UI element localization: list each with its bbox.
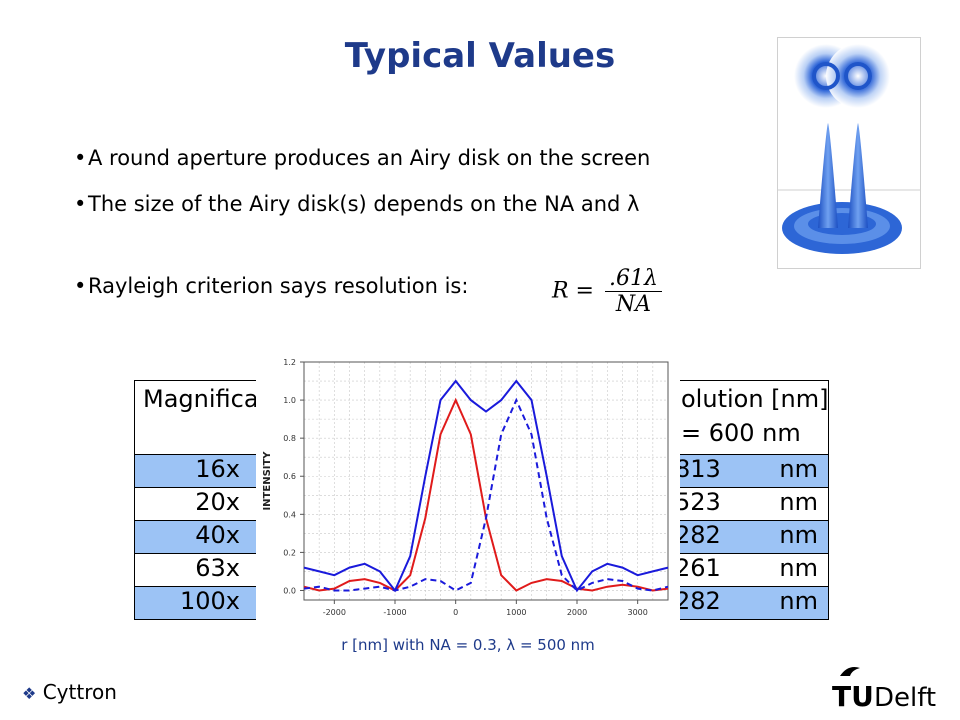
row-unit: nm [779,554,818,582]
tudelft-flame-icon: TU Delft [832,667,936,713]
x-tick-label: -1000 [383,608,406,617]
x-axis-label: r [nm] with NA = 0.3, λ = 500 nm [341,636,595,654]
cyttron-footer: ❖ Cyttron [22,680,117,704]
y-tick-label: 0.0 [283,586,296,595]
x-tick-label: 2000 [567,608,587,617]
bullet-dot-icon: • [74,146,87,170]
bullet-text: A round aperture produces an Airy disk o… [88,146,651,170]
row-unit: nm [779,521,818,549]
chart-svg: -2000 -1000 0 1000 2000 3000 0.0 0.2 0.4 0.6 0.8 1.… [262,358,669,617]
svg-text:Delft: Delft [874,683,936,712]
y-axis-label: INTENSITY [262,451,273,511]
plot-frame [303,361,669,601]
y-tick-label: 0.6 [283,472,296,481]
row-resolution: 523 [675,488,721,516]
header-magnification: Magnifica [143,385,259,413]
row-magnification: 16x [195,455,240,483]
rayleigh-formula: R = .61λ NA [552,266,662,317]
y-tick-label: 1.0 [283,396,296,405]
row-resolution: 261 [675,554,721,582]
header-resolution: olution [nm] [681,385,829,413]
row-magnification: 100x [179,587,240,615]
airy-disk-illustration [777,37,921,269]
row-resolution: 282 [675,521,721,549]
row-unit: nm [779,587,818,615]
y-tick-label: 0.8 [283,434,296,443]
formula-fraction: .61λ NA [605,266,662,317]
y-tick-label: 0.4 [283,510,296,519]
diamond-bullet-icon: ❖ [22,684,37,703]
bullet-dot-icon: • [74,192,87,216]
formula-denominator: NA [615,292,652,317]
y-tick-label: 1.2 [283,358,296,367]
slide-title: Typical Values [344,36,616,76]
x-tick-label: 0 [453,608,458,617]
bullet-dot-icon: • [74,274,87,298]
airy-intensity-chart: -2000 -1000 0 1000 2000 3000 0.0 0.2 0.4 0.6 0.8 1.… [256,350,680,664]
x-tick-label: -2000 [323,608,346,617]
formula-lhs: R = [552,278,594,304]
row-resolution: 282 [675,587,721,615]
y-tick-label: 0.2 [283,548,296,557]
bullet-item: •Rayleigh criterion says resolution is: [74,274,468,298]
formula-numerator: .61λ [605,266,662,292]
bullet-item: •The size of the Airy disk(s) depends on… [74,192,639,216]
bullet-text: The size of the Airy disk(s) depends on … [88,192,640,216]
row-magnification: 63x [195,554,240,582]
x-tick-label: 1000 [506,608,526,617]
row-unit: nm [779,488,818,516]
row-magnification: 40x [195,521,240,549]
svg-text:TU: TU [832,680,874,712]
bullet-item: •A round aperture produces an Airy disk … [74,146,650,170]
row-unit: nm [779,455,818,483]
row-magnification: 20x [195,488,240,516]
tudelft-logo: TU Delft [830,662,940,713]
series-line-2 [303,379,669,593]
series-line-1 [303,397,669,592]
header-wavelength: = 600 nm [681,419,801,447]
cyttron-label: Cyttron [42,680,117,704]
row-resolution: 813 [675,455,721,483]
airy-disk-icon [778,44,920,254]
x-tick-label: 3000 [627,608,647,617]
bullet-text: Rayleigh criterion says resolution is: [88,274,469,298]
